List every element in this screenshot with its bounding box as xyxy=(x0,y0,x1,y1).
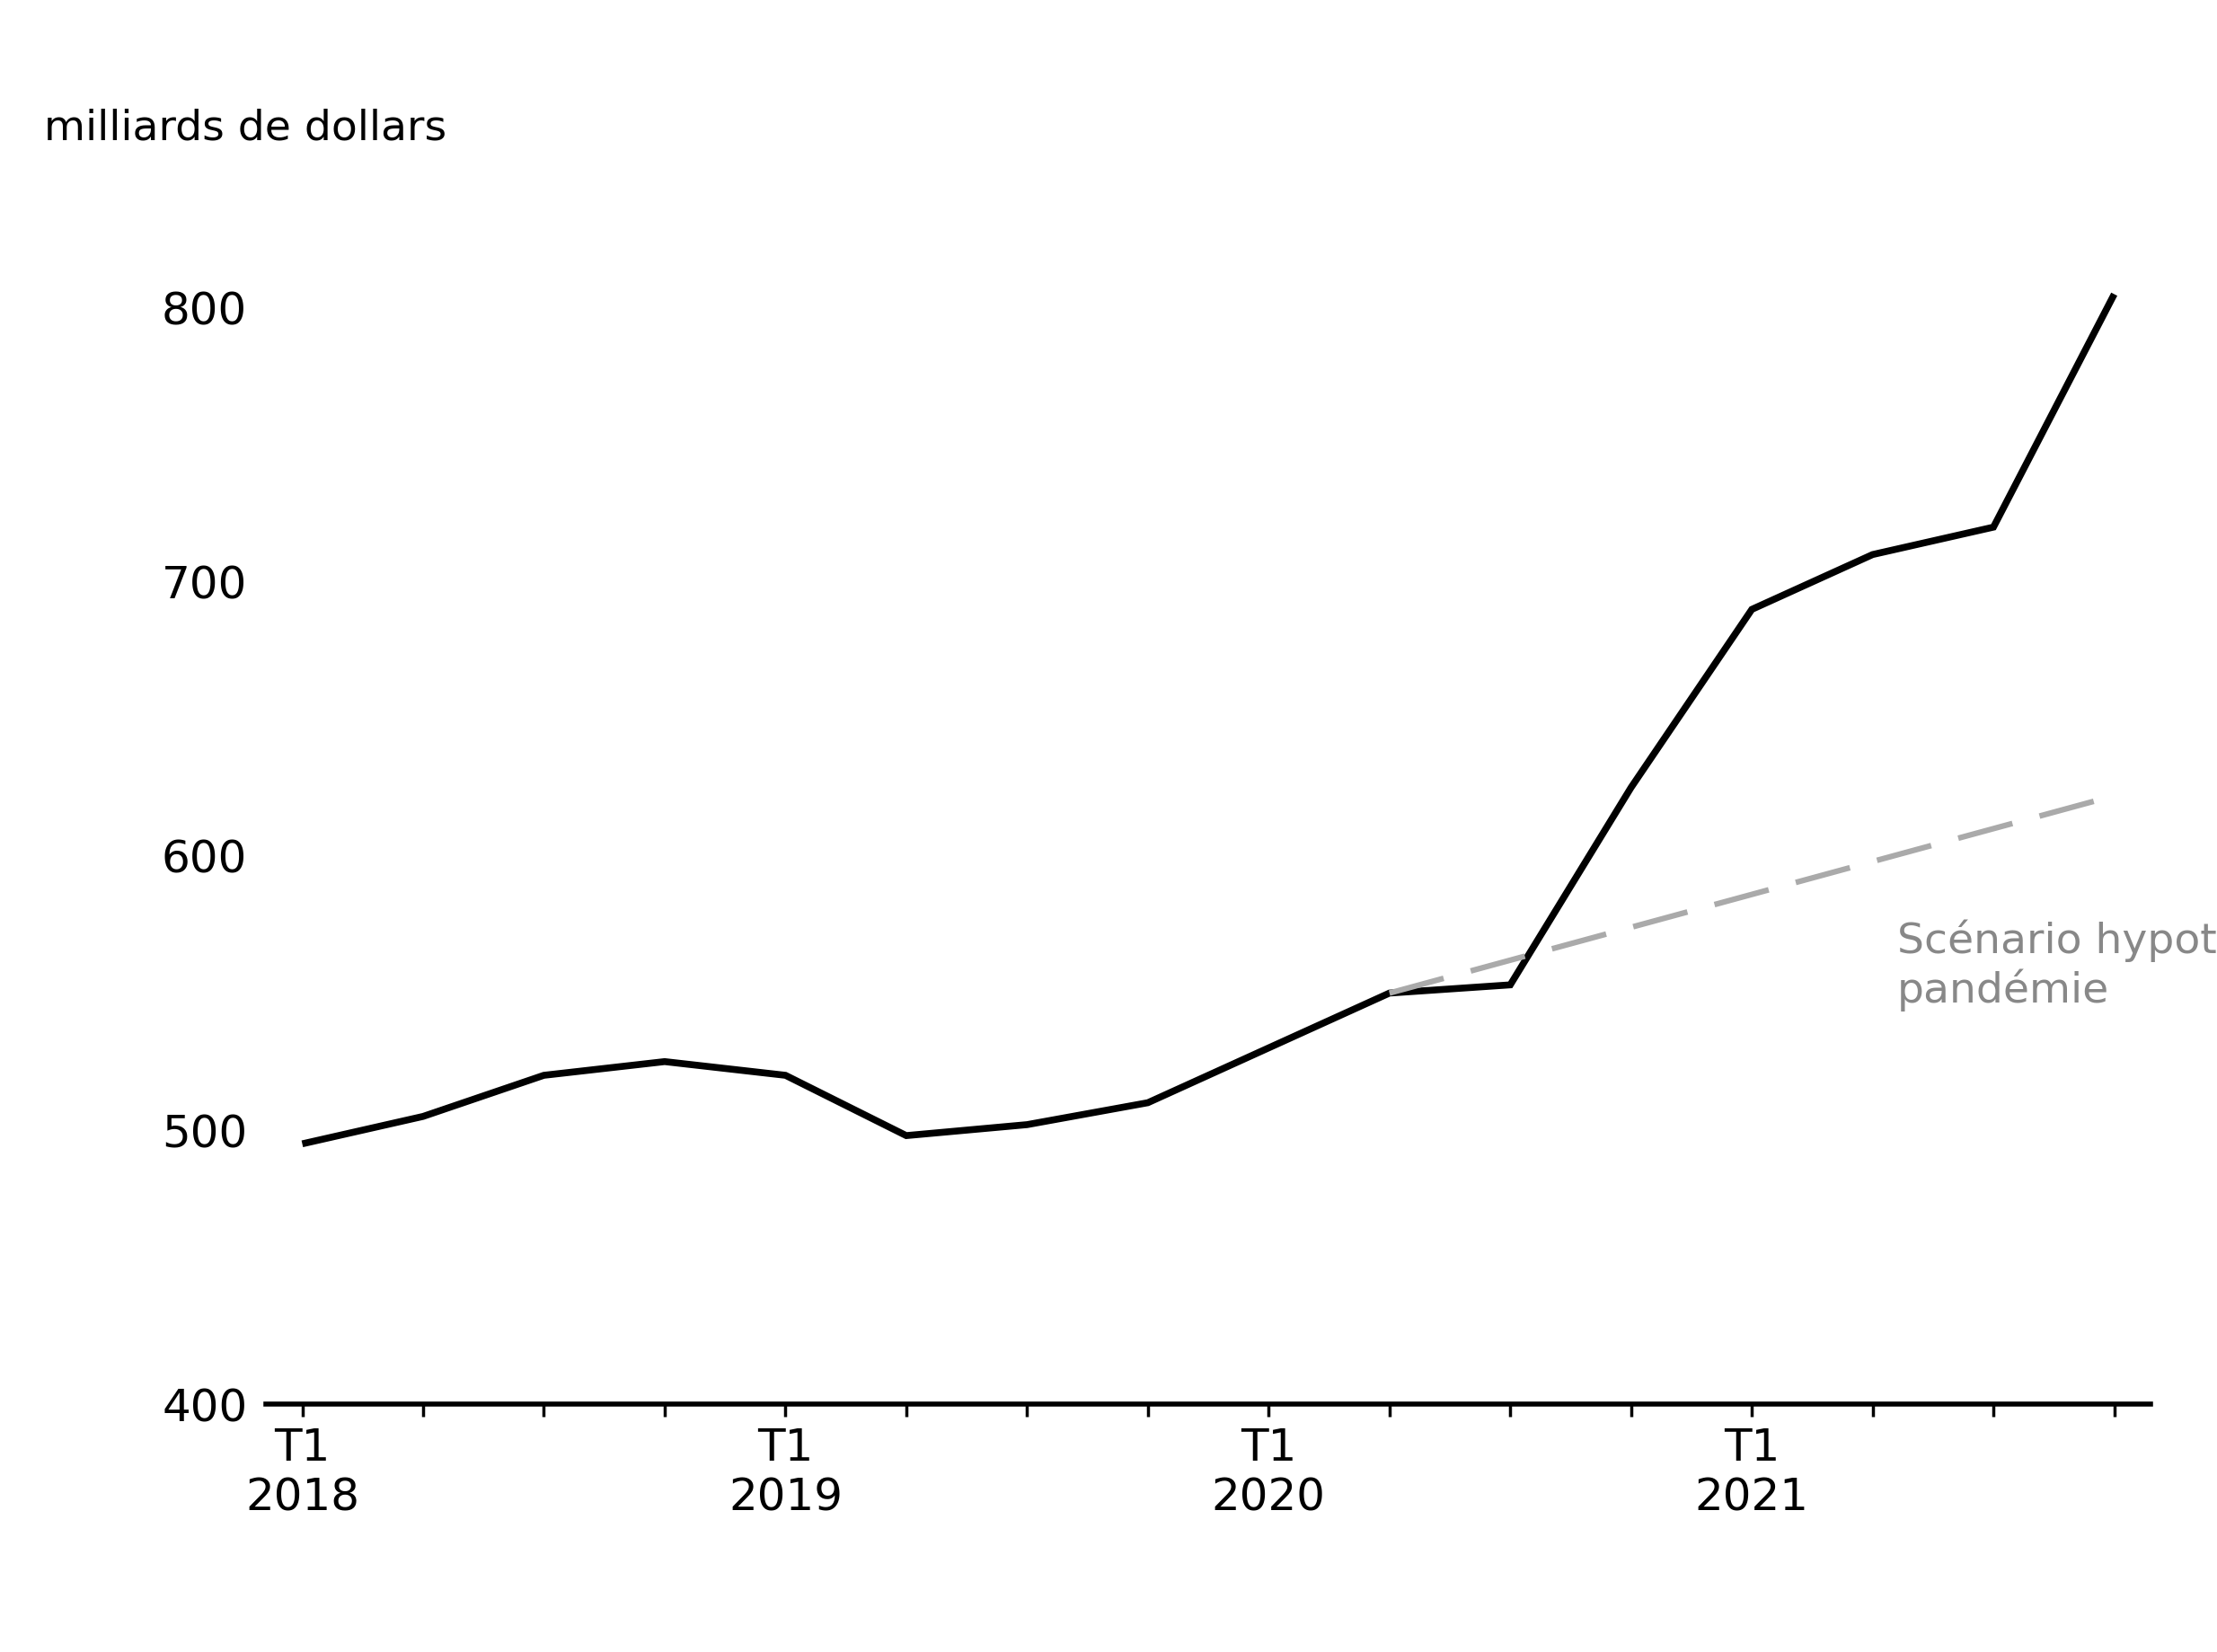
Text: Scénario hypothétique sans
pandémie: Scénario hypothétique sans pandémie xyxy=(1898,919,2217,1011)
Text: milliards de dollars: milliards de dollars xyxy=(44,109,448,149)
